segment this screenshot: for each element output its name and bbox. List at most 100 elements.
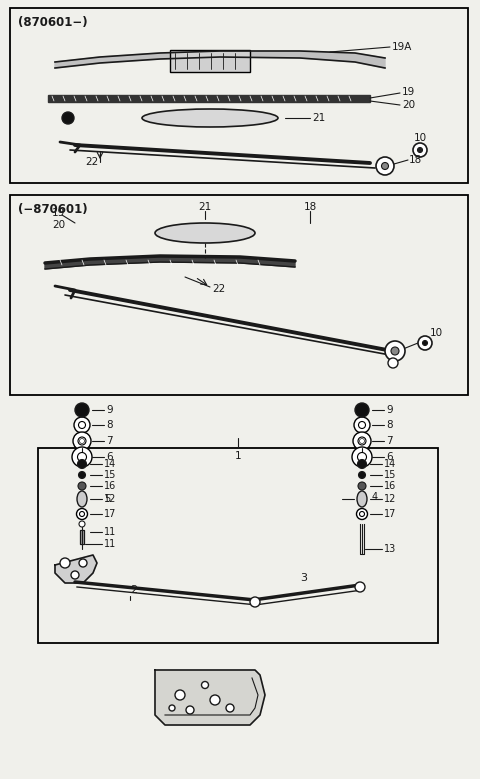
Text: 1: 1 bbox=[235, 451, 241, 461]
Circle shape bbox=[71, 571, 79, 579]
Circle shape bbox=[418, 336, 432, 350]
Text: 16: 16 bbox=[104, 481, 116, 491]
Text: 2: 2 bbox=[130, 585, 137, 595]
Bar bbox=[170, 50, 250, 72]
Text: 19: 19 bbox=[52, 208, 65, 218]
Text: 18: 18 bbox=[409, 155, 422, 165]
Circle shape bbox=[73, 432, 91, 450]
Text: 12: 12 bbox=[384, 494, 396, 504]
Circle shape bbox=[250, 597, 260, 607]
Ellipse shape bbox=[357, 491, 367, 507]
Text: 5: 5 bbox=[104, 494, 110, 504]
Circle shape bbox=[79, 521, 85, 527]
Circle shape bbox=[359, 421, 365, 428]
Text: 18: 18 bbox=[303, 202, 317, 212]
Circle shape bbox=[60, 558, 70, 568]
Ellipse shape bbox=[155, 223, 255, 243]
Text: 12: 12 bbox=[104, 494, 116, 504]
Text: 21: 21 bbox=[312, 113, 325, 123]
Polygon shape bbox=[55, 51, 385, 68]
Circle shape bbox=[382, 163, 388, 170]
Circle shape bbox=[385, 341, 405, 361]
Text: 17: 17 bbox=[384, 509, 396, 519]
Bar bbox=[38, 448, 438, 643]
Circle shape bbox=[355, 582, 365, 592]
Text: 7: 7 bbox=[386, 436, 393, 446]
Ellipse shape bbox=[77, 491, 87, 507]
Text: 6: 6 bbox=[106, 452, 113, 462]
Text: 9: 9 bbox=[386, 405, 393, 415]
Bar bbox=[10, 195, 468, 395]
Circle shape bbox=[358, 482, 366, 490]
Circle shape bbox=[358, 460, 367, 468]
Circle shape bbox=[355, 403, 369, 417]
Circle shape bbox=[360, 512, 364, 516]
Text: 19A: 19A bbox=[392, 42, 412, 52]
Text: 14: 14 bbox=[384, 459, 396, 469]
Circle shape bbox=[352, 447, 372, 467]
Circle shape bbox=[80, 512, 84, 516]
Text: 19: 19 bbox=[402, 87, 415, 97]
Circle shape bbox=[376, 157, 394, 175]
Text: (−870601): (−870601) bbox=[18, 203, 88, 216]
Circle shape bbox=[169, 705, 175, 711]
Circle shape bbox=[353, 432, 371, 450]
Circle shape bbox=[357, 509, 368, 520]
Circle shape bbox=[79, 471, 85, 478]
Circle shape bbox=[78, 482, 86, 490]
Circle shape bbox=[226, 704, 234, 712]
Text: 22: 22 bbox=[212, 284, 225, 294]
Text: (870601−): (870601−) bbox=[18, 16, 88, 29]
Circle shape bbox=[62, 112, 74, 124]
Text: 11: 11 bbox=[104, 527, 116, 537]
Circle shape bbox=[391, 347, 399, 355]
Circle shape bbox=[79, 421, 85, 428]
Text: 20: 20 bbox=[52, 220, 65, 230]
Circle shape bbox=[358, 453, 367, 461]
Text: 14: 14 bbox=[104, 459, 116, 469]
Circle shape bbox=[76, 509, 87, 520]
Text: 16: 16 bbox=[384, 481, 396, 491]
Ellipse shape bbox=[142, 109, 278, 127]
Text: 9: 9 bbox=[106, 405, 113, 415]
Circle shape bbox=[359, 471, 365, 478]
Text: 11: 11 bbox=[104, 539, 116, 549]
Circle shape bbox=[202, 682, 208, 689]
Circle shape bbox=[422, 340, 428, 346]
Polygon shape bbox=[155, 670, 265, 725]
Text: 10: 10 bbox=[413, 133, 427, 143]
Text: 8: 8 bbox=[386, 420, 393, 430]
Text: 21: 21 bbox=[198, 202, 212, 212]
Text: 15: 15 bbox=[104, 470, 116, 480]
Polygon shape bbox=[45, 256, 295, 269]
Circle shape bbox=[210, 695, 220, 705]
Text: 6: 6 bbox=[386, 452, 393, 462]
Circle shape bbox=[77, 453, 86, 461]
Circle shape bbox=[186, 706, 194, 714]
Circle shape bbox=[418, 147, 422, 153]
Circle shape bbox=[80, 439, 84, 443]
Bar bbox=[10, 8, 468, 183]
Circle shape bbox=[358, 437, 366, 445]
Text: 22: 22 bbox=[85, 157, 98, 167]
Text: 4: 4 bbox=[372, 492, 378, 502]
Text: 13: 13 bbox=[384, 544, 396, 554]
Polygon shape bbox=[48, 95, 370, 102]
Text: 7: 7 bbox=[106, 436, 113, 446]
Circle shape bbox=[72, 447, 92, 467]
Circle shape bbox=[78, 437, 86, 445]
Text: 17: 17 bbox=[104, 509, 116, 519]
Text: 15: 15 bbox=[384, 470, 396, 480]
Circle shape bbox=[388, 358, 398, 368]
Text: 3: 3 bbox=[300, 573, 307, 583]
Text: 20: 20 bbox=[402, 100, 415, 110]
Circle shape bbox=[77, 460, 86, 468]
Circle shape bbox=[175, 690, 185, 700]
Circle shape bbox=[360, 439, 364, 443]
Polygon shape bbox=[80, 530, 84, 544]
Circle shape bbox=[354, 417, 370, 433]
Circle shape bbox=[413, 143, 427, 157]
Text: 8: 8 bbox=[106, 420, 113, 430]
Circle shape bbox=[79, 559, 87, 567]
Circle shape bbox=[74, 417, 90, 433]
